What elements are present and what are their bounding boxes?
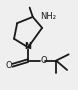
Text: NH₂: NH₂ bbox=[41, 12, 57, 21]
Text: N: N bbox=[25, 42, 32, 51]
Text: O: O bbox=[5, 61, 12, 70]
Text: O: O bbox=[40, 56, 47, 65]
